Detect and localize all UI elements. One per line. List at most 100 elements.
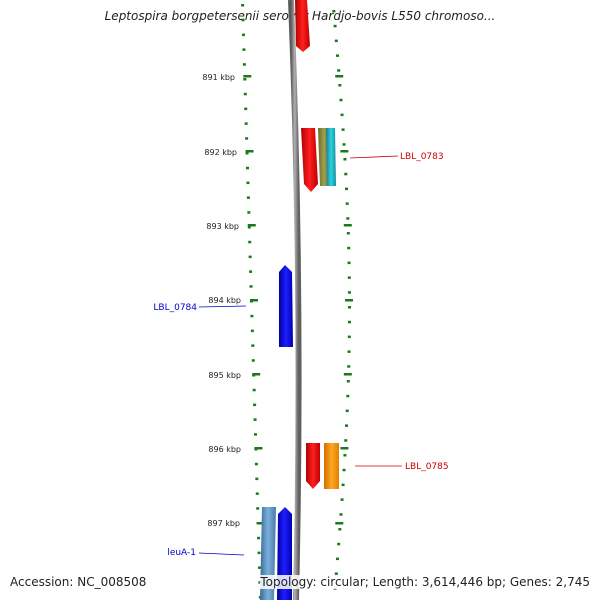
gene-lbl-0783[interactable] [301,128,318,192]
ruler-dot [244,107,248,111]
ruler-dot [345,187,349,191]
ruler-dot [347,335,351,339]
gene-label-lbl-0785[interactable]: LBL_0785 [405,462,449,472]
ruler-dot [253,433,257,436]
tick-label-891: 891 kbp [202,73,235,82]
ruler-dot [246,166,250,170]
ruler-dot [336,54,340,57]
ruler-dot [257,551,261,555]
ruler-dot [253,403,257,407]
topology-summary: Topology: circular; Length: 3,614,446 bp… [260,575,590,589]
kbp-tick [250,299,258,302]
label-line-lbl-0784 [198,305,247,308]
ruler-dot [252,388,256,392]
kbp-tick [247,224,256,227]
label-line-leuA-1 [198,552,245,556]
ruler-dot [347,350,351,353]
kbp-tick [340,447,349,450]
ruler-dot [345,424,349,427]
ruler-dot [246,181,250,185]
ruler-dot [241,4,245,7]
ruler-dot [243,78,247,81]
ruler-dot [347,320,351,324]
ruler-dot [339,513,343,516]
kbp-tick [256,522,265,525]
ruler-dot [247,226,251,229]
ruler-dot [347,276,351,279]
ruler-dot [249,285,253,288]
ruler-dot [243,92,247,96]
ruler-dot [346,394,350,398]
gene-label-lbl-0783[interactable]: LBL_0783 [400,152,444,162]
ruler-dot [244,122,248,125]
ruler-dot [245,152,249,155]
tick-label-892: 892 kbp [204,148,237,157]
ruler-dot [242,63,246,66]
gene-orange-block[interactable] [324,443,339,489]
ruler-dot [343,454,347,457]
ruler-dot [333,24,337,28]
kbp-tick [335,75,344,78]
ruler-dot [338,528,342,531]
ruler-dot [344,439,348,442]
ruler-dot [251,359,255,362]
gene-teal-block[interactable] [326,128,336,186]
ruler-dot [345,409,349,413]
tick-label-893: 893 kbp [206,222,239,231]
gene-lbl-0785[interactable] [306,443,320,489]
ruler-dot [347,261,351,265]
ruler-dot [258,581,262,584]
ruler-dot [341,483,345,487]
ruler-dot [347,291,351,294]
ruler-dot [340,113,344,117]
ruler-dot [256,507,260,510]
ruler-dot [347,246,351,250]
ruler-dot [241,18,245,22]
ruler-dot [248,255,252,259]
ruler-dot [337,542,341,546]
right-ruler-dots [332,10,351,590]
ruler-dot [338,84,342,87]
tick-label-897: 897 kbp [207,519,240,528]
ruler-dot [340,498,344,501]
kbp-tick [243,75,252,78]
ruler-dot [253,418,257,421]
ruler-dot [334,572,338,575]
ruler-dot [345,202,349,205]
ruler-dot [250,314,254,318]
ruler-dot [248,240,252,244]
ruler-dot [251,344,255,347]
gene-lbl-0784[interactable] [279,265,293,347]
ruler-dot [342,143,346,146]
ruler-dot [246,196,250,199]
kbp-ticks [243,75,353,525]
label-line-lbl-0783 [349,155,399,159]
kbp-tick [340,150,349,153]
gene-top-partial[interactable] [295,0,310,52]
ruler-dot [254,462,258,466]
gene-label-lbl-0784[interactable]: LBL_0784 [153,303,197,313]
ruler-dot [249,270,253,273]
ruler-dot [257,566,261,569]
accession-text: Accession: NC_008508 [10,575,147,589]
ruler-dot [337,69,341,72]
ruler-dot [255,477,259,481]
kbp-tick [345,299,353,302]
ruler-dot [346,380,350,383]
ruler-dot [257,536,261,540]
ruler-dot [339,98,343,102]
ruler-dot [336,557,340,561]
ruler-dot [247,211,251,214]
ruler-dot [344,172,348,176]
ruler-dot [245,137,249,140]
ruler-dot [341,128,345,131]
kbp-tick [254,447,263,450]
ruler-dot [346,232,350,235]
ruler-dot [343,158,347,161]
ruler-dot [332,10,336,13]
gene-label-leuA-1[interactable]: leuA-1 [167,548,196,558]
kbp-tick [335,522,344,525]
ruler-dot [242,48,246,51]
